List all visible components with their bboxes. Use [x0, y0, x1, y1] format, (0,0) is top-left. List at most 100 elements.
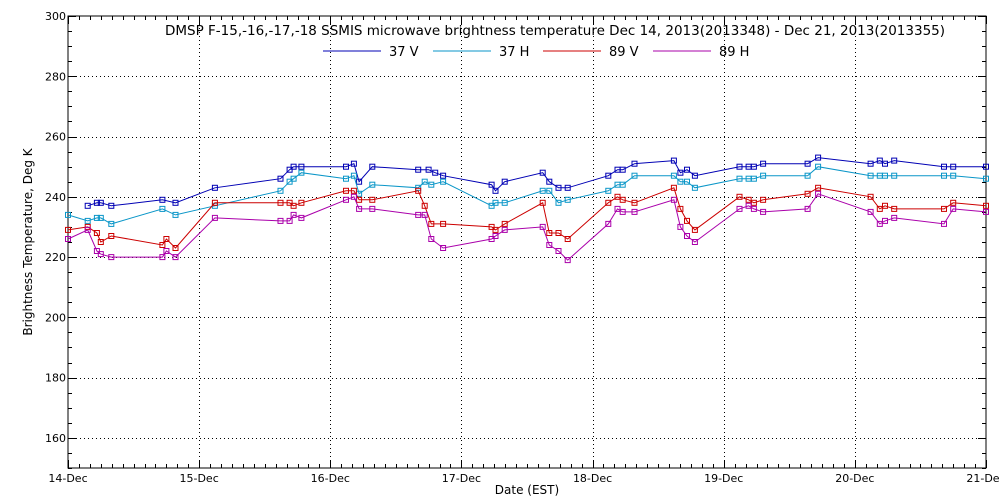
data-point-89-v: [684, 217, 690, 224]
x-tick-label: 16-Dec: [311, 472, 350, 485]
series-line-89-h: [67, 193, 987, 261]
data-point-89-v: [172, 245, 179, 251]
data-point-37-h: [983, 175, 989, 182]
data-point-89-v: [631, 199, 638, 206]
data-point-89-v: [343, 187, 349, 194]
data-point-89-v: [93, 230, 100, 236]
data-point-37-v: [159, 196, 166, 203]
data-point-89-v: [546, 230, 553, 236]
data-point-89-v: [950, 199, 957, 206]
data-point-37-h: [539, 187, 546, 194]
data-point-89-v: [415, 187, 422, 194]
data-point-37-v: [804, 160, 811, 167]
data-point-37-v: [670, 157, 677, 164]
data-point-89-h: [677, 223, 684, 230]
data-point-89-h: [983, 208, 989, 215]
data-point-89-v: [369, 196, 376, 203]
data-point-37-h: [684, 178, 690, 185]
data-point-37-h: [815, 163, 822, 170]
grid-lines: [68, 16, 986, 468]
y-tick-label: 280: [45, 70, 66, 83]
data-point-37-h: [93, 214, 100, 221]
data-point-89-h: [286, 217, 293, 224]
data-point-89-v: [760, 196, 767, 203]
data-point-89-v: [277, 199, 284, 206]
data-point-37-h: [555, 199, 562, 206]
data-point-89-h: [691, 239, 698, 245]
y-tick-label: 200: [45, 311, 66, 324]
data-point-89-h: [298, 214, 305, 221]
data-point-37-h: [677, 178, 684, 185]
data-point-37-v: [432, 169, 439, 176]
data-point-89-h: [84, 226, 91, 233]
data-point-89-h: [941, 220, 947, 227]
data-point-89-v: [677, 205, 684, 212]
data-point-37-v: [950, 163, 957, 170]
data-point-37-h: [882, 172, 888, 179]
data-point-37-h: [97, 214, 104, 221]
series-line-89-v: [67, 187, 987, 249]
data-point-89-h: [605, 220, 612, 227]
data-point-89-h: [159, 254, 166, 261]
data-point-37-v: [564, 184, 571, 191]
series-89-h: [65, 190, 989, 264]
data-point-89-h: [440, 245, 447, 251]
data-point-37-v: [983, 163, 989, 170]
y-tick-label: 180: [45, 372, 66, 385]
data-point-37-v: [290, 163, 297, 170]
data-point-37-h: [546, 187, 553, 194]
data-point-89-h: [421, 211, 428, 218]
data-point-37-h: [108, 220, 115, 227]
data-point-89-h: [211, 214, 218, 221]
series-line-37-v: [87, 157, 986, 207]
data-point-37-h: [891, 172, 898, 179]
data-point-89-v: [619, 196, 626, 203]
data-point-89-h: [501, 226, 508, 233]
data-point-37-v: [882, 160, 888, 167]
data-point-37-h: [950, 172, 957, 179]
data-point-89-v: [65, 226, 71, 233]
data-point-89-h: [804, 205, 811, 212]
data-point-89-h: [867, 208, 874, 215]
x-tick-label: 17-Dec: [442, 472, 481, 485]
data-point-37-h: [619, 181, 626, 188]
data-point-37-v: [425, 166, 432, 173]
y-tick-label: 300: [45, 10, 66, 23]
data-point-89-h: [172, 254, 179, 261]
data-point-89-v: [815, 184, 822, 191]
data-point-89-h: [891, 214, 898, 221]
data-point-89-h: [93, 248, 100, 254]
data-point-37-v: [555, 184, 562, 191]
data-point-89-h: [492, 233, 499, 239]
legend-label-89-h: 89 H: [719, 45, 749, 60]
data-point-37-h: [631, 172, 638, 179]
data-point-37-v: [750, 163, 757, 170]
data-point-37-v: [619, 166, 626, 173]
data-point-89-v: [891, 205, 898, 212]
data-point-89-v: [350, 187, 357, 194]
data-point-37-v: [84, 202, 91, 209]
data-point-37-v: [876, 157, 883, 164]
chart-legend: 37 V 37 H 89 V 89 H: [323, 45, 749, 60]
x-axis-title: Date (EST): [495, 483, 559, 497]
data-point-37-v: [815, 154, 822, 161]
data-point-37-v: [501, 178, 508, 185]
data-point-37-h: [84, 217, 91, 224]
y-tick-label: 160: [45, 432, 66, 445]
data-point-89-h: [555, 248, 562, 254]
data-point-89-h: [950, 205, 957, 212]
data-point-89-v: [882, 202, 888, 209]
data-point-37-h: [440, 178, 447, 185]
data-point-89-h: [163, 248, 170, 254]
data-point-89-h: [369, 205, 376, 212]
x-tick-labels: 14-Dec 15-Dec 16-Dec 17-Dec 18-Dec 19-Dec 20-D…: [48, 472, 1000, 485]
x-tick-label: 21-Dec: [966, 472, 1000, 485]
data-point-37-h: [428, 181, 435, 188]
data-point-37-h: [298, 169, 305, 176]
data-point-37-v: [546, 178, 553, 185]
legend-label-37-v: 37 V: [389, 45, 419, 60]
data-point-89-h: [343, 196, 349, 203]
x-tick-label: 18-Dec: [573, 472, 612, 485]
data-point-37-v: [415, 166, 422, 173]
